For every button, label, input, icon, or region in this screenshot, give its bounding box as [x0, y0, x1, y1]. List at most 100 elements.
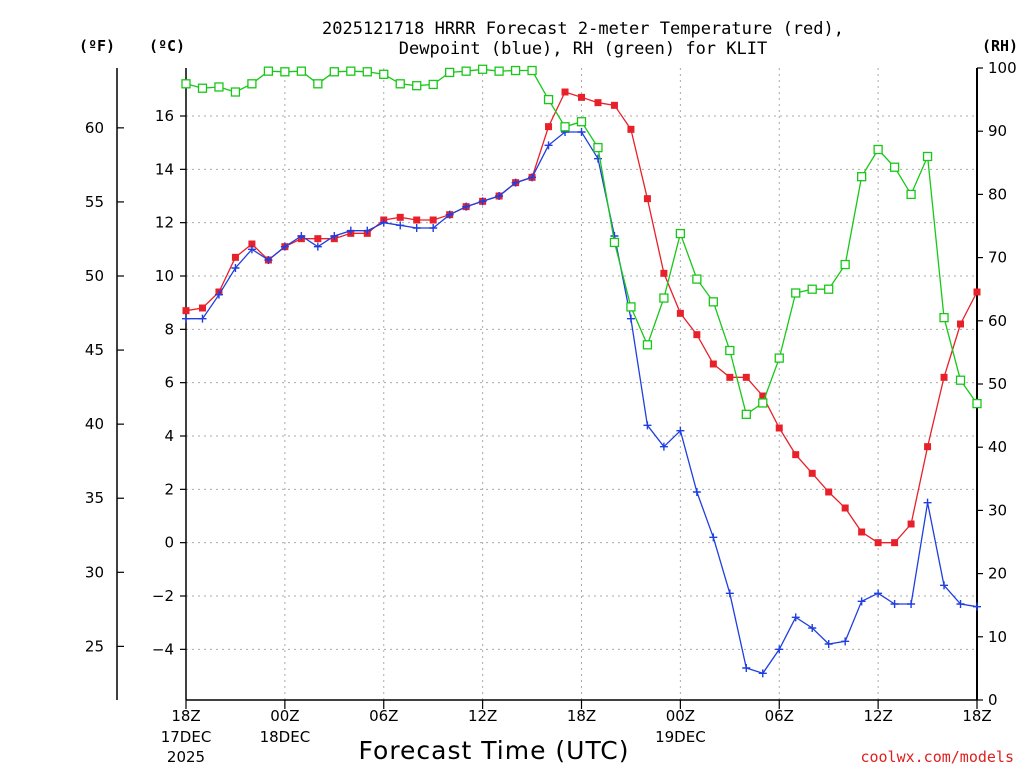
x-tick-label: 12Z: [863, 707, 892, 725]
celsius-tick-label: 14: [155, 160, 174, 178]
rh-tick-label: 100: [988, 59, 1017, 77]
rh-point: [642, 340, 653, 350]
rh-point: [247, 79, 257, 89]
dewpoint-point: [198, 314, 207, 323]
rh-point: [889, 162, 900, 172]
dewpoint-point: [445, 210, 454, 219]
rh-point: [412, 81, 422, 91]
rh-point: [824, 284, 834, 294]
2-meter-temperature-point: [957, 320, 965, 328]
x-tick-label: 06Z: [765, 707, 794, 725]
dewpoint-point: [379, 218, 388, 227]
2-meter-temperature-point: [643, 195, 651, 203]
rh-point: [329, 67, 339, 77]
rh-point: [856, 172, 867, 182]
rh-tick-label: 30: [988, 501, 1007, 519]
rh-tick-label: 40: [988, 438, 1007, 456]
rh-point: [346, 66, 356, 76]
rh-point: [379, 69, 389, 79]
dewpoint-point: [214, 290, 223, 299]
dewpoint-point: [973, 602, 981, 611]
fahrenheit-tick-label: 25: [85, 637, 104, 655]
celsius-axis-label: (ºC): [149, 37, 185, 55]
rh-point: [593, 142, 603, 153]
dewpoint-point: [791, 613, 800, 622]
dewpoint-point: [231, 264, 240, 272]
rh-axis-label: (RH): [982, 37, 1018, 55]
2-meter-temperature-point: [594, 99, 602, 107]
rh-point: [428, 79, 438, 90]
dewpoint-point: [709, 533, 718, 542]
celsius-tick-label: 16: [155, 107, 174, 125]
dewpoint-point: [495, 192, 504, 200]
rh-point: [543, 94, 554, 105]
x-tick-label: 00Z: [666, 707, 695, 725]
rh-point: [659, 293, 669, 303]
dewpoint-point: [478, 197, 487, 206]
2-meter-temperature-point: [742, 373, 750, 381]
dewpoint-point: [313, 242, 322, 251]
fahrenheit-axis-label: (ºF): [79, 37, 115, 55]
2-meter-temperature-point: [858, 528, 866, 536]
chart-title-line2: Dewpoint (blue), RH (green) for KLIT: [399, 39, 767, 59]
fahrenheit-tick-label: 50: [85, 267, 104, 285]
rh-point: [445, 67, 455, 78]
rh-tick-label: 80: [988, 185, 1007, 203]
x-date-label: 17DEC: [161, 728, 212, 746]
dewpoint-point: [824, 640, 833, 648]
2-meter-temperature-point: [808, 469, 816, 477]
rh-point: [296, 66, 307, 76]
rh-tick-label: 60: [988, 312, 1007, 330]
celsius-tick-label: 0: [164, 534, 174, 552]
dewpoint-point: [363, 226, 372, 235]
rh-tick-label: 50: [988, 375, 1007, 393]
x-tick-label: 18Z: [567, 707, 596, 725]
rh-point: [972, 398, 982, 409]
rh-point: [362, 67, 372, 77]
2-meter-temperature-point: [874, 539, 882, 547]
dewpoint-point: [280, 242, 289, 251]
rh-tick-label: 0: [988, 691, 998, 709]
grid-lines: [186, 68, 977, 700]
rh-point: [675, 228, 686, 239]
dewpoint-point: [528, 173, 537, 182]
fahrenheit-tick-label: 55: [85, 193, 104, 211]
dewpoint-point: [511, 178, 520, 187]
rh-point: [725, 345, 735, 356]
rh-point: [313, 79, 323, 89]
rh-point: [807, 284, 817, 294]
rh-point: [626, 302, 636, 312]
fahrenheit-tick-label: 40: [85, 415, 104, 433]
dewpoint-point: [182, 314, 190, 323]
rh-point: [230, 87, 241, 97]
dewpoint-point: [346, 226, 355, 235]
dewpoint-point: [725, 589, 734, 598]
2-meter-temperature-point: [676, 309, 684, 317]
2-meter-temperature-point: [610, 101, 618, 109]
dewpoint-point: [874, 589, 883, 598]
dewpoint-point: [775, 645, 784, 654]
plot-series: [181, 64, 982, 678]
fahrenheit-tick-label: 60: [85, 119, 104, 137]
dewpoint-point: [808, 624, 817, 632]
rh-point: [708, 297, 718, 307]
2-meter-temperature-point: [924, 443, 932, 451]
2-meter-temperature-point: [775, 424, 783, 432]
dewpoint-point: [676, 426, 685, 435]
rh-point: [527, 65, 537, 76]
dewpoint-point: [264, 256, 273, 264]
rh-point: [873, 144, 883, 155]
celsius-tick-label: −4: [152, 640, 174, 658]
dewpoint-point: [247, 245, 256, 254]
x-tick-label: 00Z: [270, 707, 299, 725]
dewpoint-point: [330, 232, 339, 240]
rh-point: [791, 288, 801, 298]
2-meter-temperature-point: [907, 520, 915, 528]
rh-point: [214, 82, 224, 92]
dewpoint-point: [643, 421, 652, 430]
celsius-tick-label: 6: [164, 374, 174, 392]
2-meter-temperature-point: [940, 373, 948, 381]
celsius-tick-label: 8: [164, 320, 174, 338]
rh-tick-label: 70: [988, 249, 1007, 267]
